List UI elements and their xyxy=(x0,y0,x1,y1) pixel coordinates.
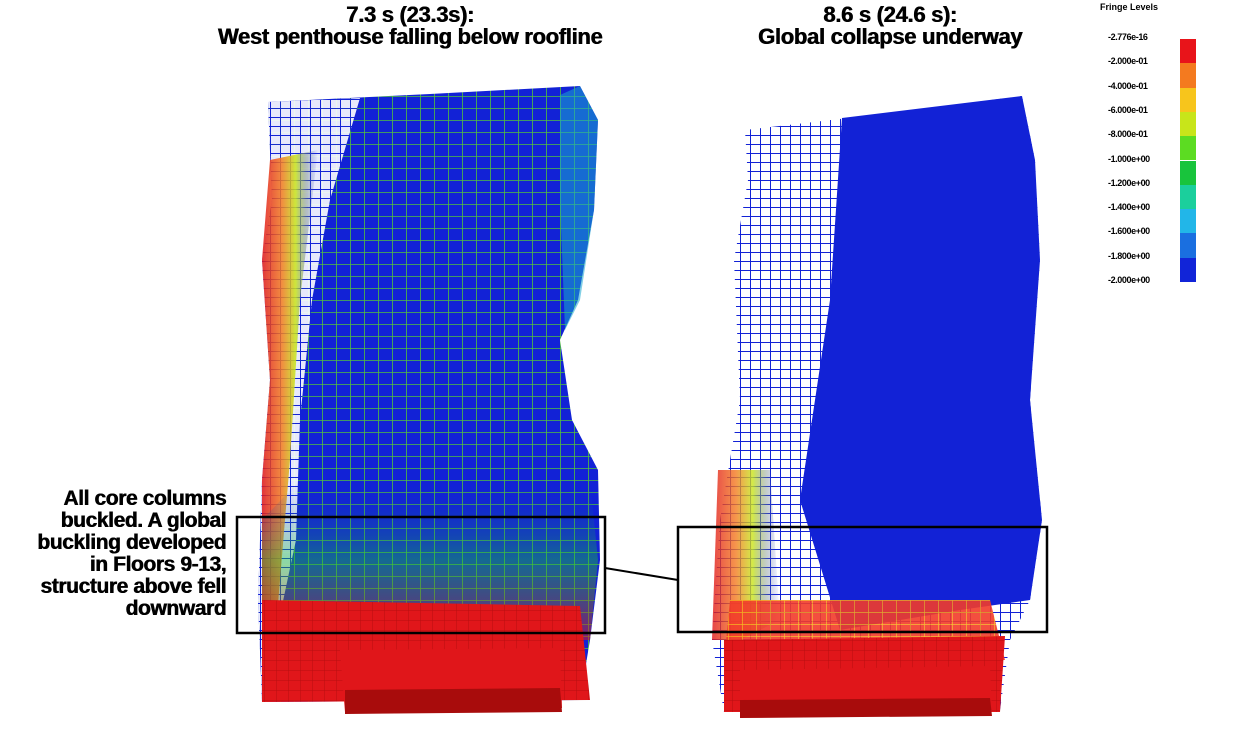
annotation-line: buckled. A global xyxy=(60,509,227,532)
left-panel-title-caption: West penthouse falling below roofline xyxy=(217,24,603,49)
annotation-text: All core columns buckled. A global bucklin… xyxy=(16,488,226,620)
annotation-line: in Floors 9-13, xyxy=(89,553,227,576)
annotation-line: buckling developed xyxy=(37,531,226,554)
annotation-line: downward xyxy=(125,597,226,620)
legend-level-label: -8.000e-01 xyxy=(1108,129,1148,140)
legend-level-label: -2.000e+00 xyxy=(1108,275,1150,285)
right-panel-title: 8.6 s (24.6 s): Global collapse underway xyxy=(640,4,1140,48)
left-focus-box xyxy=(235,515,607,635)
legend-swatch xyxy=(1180,209,1196,234)
legend-level-label: -1.800e+00 xyxy=(1108,250,1150,261)
legend-title: Fringe Levels xyxy=(1100,2,1159,12)
legend-swatch xyxy=(1180,233,1196,258)
legend-swatch xyxy=(1180,111,1196,137)
annotation-line: structure above fell xyxy=(40,575,226,598)
left-building xyxy=(258,86,600,714)
legend-swatch xyxy=(1180,184,1196,210)
legend-level-label: -2.776e-16 xyxy=(1108,32,1148,42)
legend-level-label: -4.000e-01 xyxy=(1108,80,1148,91)
legend-level-label: -1.600e+00 xyxy=(1108,226,1150,237)
connector-line xyxy=(604,567,679,581)
legend-level-label: -1.000e+00 xyxy=(1108,153,1150,164)
legend-swatch xyxy=(1180,160,1196,185)
legend-level-label: -2.000e-01 xyxy=(1108,56,1148,67)
left-panel-title: 7.3 s (23.3s): West penthouse falling be… xyxy=(160,4,660,48)
left-panel-title-time: 7.3 s (23.3s): xyxy=(346,2,474,27)
right-panel-title-time: 8.6 s (24.6 s): xyxy=(823,2,957,27)
legend-level-label: -1.200e+00 xyxy=(1108,177,1150,188)
legend-level-label: -1.400e+00 xyxy=(1108,202,1150,213)
legend-level-label: -6.000e-01 xyxy=(1108,104,1148,115)
annotation-line: All core columns xyxy=(63,487,226,510)
legend-swatch xyxy=(1180,136,1196,161)
legend-swatch xyxy=(1180,39,1196,64)
right-panel-title-caption: Global collapse underway xyxy=(757,24,1023,49)
legend-swatch xyxy=(1180,257,1196,282)
legend-swatch xyxy=(1180,63,1196,88)
legend-swatch xyxy=(1180,87,1196,112)
right-building xyxy=(712,96,1042,718)
